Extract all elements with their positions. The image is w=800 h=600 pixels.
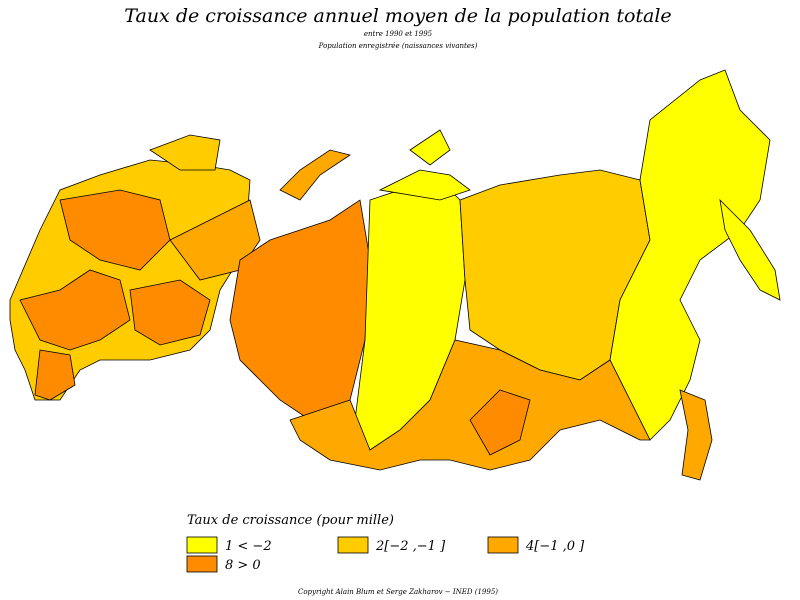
legend-label: 2[−2 ,−1 ] bbox=[375, 539, 446, 554]
legend-swatch bbox=[337, 536, 369, 554]
map-subtitle: entre 1990 et 1995 bbox=[364, 30, 433, 38]
legend-swatch bbox=[186, 555, 218, 573]
map-title: Taux de croissance annuel moyen de la po… bbox=[124, 5, 671, 27]
legend-label: 1 < −2 bbox=[225, 539, 272, 554]
region bbox=[19, 269, 131, 351]
legend-label: 8 > 0 bbox=[225, 558, 261, 573]
region bbox=[229, 199, 371, 421]
region bbox=[469, 389, 531, 456]
region bbox=[679, 389, 713, 481]
legend-label: 4[−1 ,0 ] bbox=[525, 539, 585, 554]
region bbox=[129, 279, 211, 346]
legend: 1 < −2 2[−2 ,−1 ] 4[−1 ,0 ] 8 > 0 bbox=[186, 536, 585, 573]
legend-title: Taux de croissance (pour mille) bbox=[187, 513, 394, 528]
region bbox=[409, 129, 451, 166]
region bbox=[59, 189, 171, 271]
map-note: Population enregistrée (naissances vivan… bbox=[318, 42, 478, 50]
region bbox=[169, 199, 261, 281]
region bbox=[279, 149, 351, 201]
region bbox=[34, 349, 76, 401]
region bbox=[378, 169, 471, 201]
footer: Copyright Alain Blum et Serge Zakharov −… bbox=[298, 588, 498, 596]
legend-swatch bbox=[487, 536, 519, 554]
legend-swatch bbox=[186, 536, 218, 554]
region-map bbox=[9, 69, 781, 481]
region bbox=[719, 198, 781, 301]
region bbox=[289, 339, 651, 471]
region bbox=[149, 134, 221, 171]
